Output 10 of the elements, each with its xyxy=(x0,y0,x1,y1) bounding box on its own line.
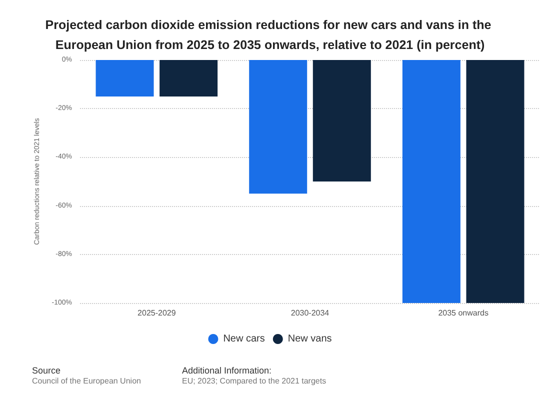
x-tick-label: 2030-2034 xyxy=(290,308,330,318)
text: EU; 2023; Compared to the 2021 targets xyxy=(182,376,326,386)
legend-label: New vans xyxy=(288,334,332,344)
x-tick-label: 2025-2029 xyxy=(138,308,176,318)
text: Source xyxy=(32,366,61,376)
text: Council of the European Union xyxy=(32,376,141,386)
legend-label: New cars xyxy=(223,334,265,344)
x-tick-label: 2035 onwards xyxy=(438,308,488,318)
text: Additional Information: xyxy=(182,366,272,376)
chart-title: Projected carbon dioxide emission reductions for new cars and vans in the European Union from 2025 to 2035 onwards, relative to 2021 (in percent) xyxy=(45,18,495,52)
